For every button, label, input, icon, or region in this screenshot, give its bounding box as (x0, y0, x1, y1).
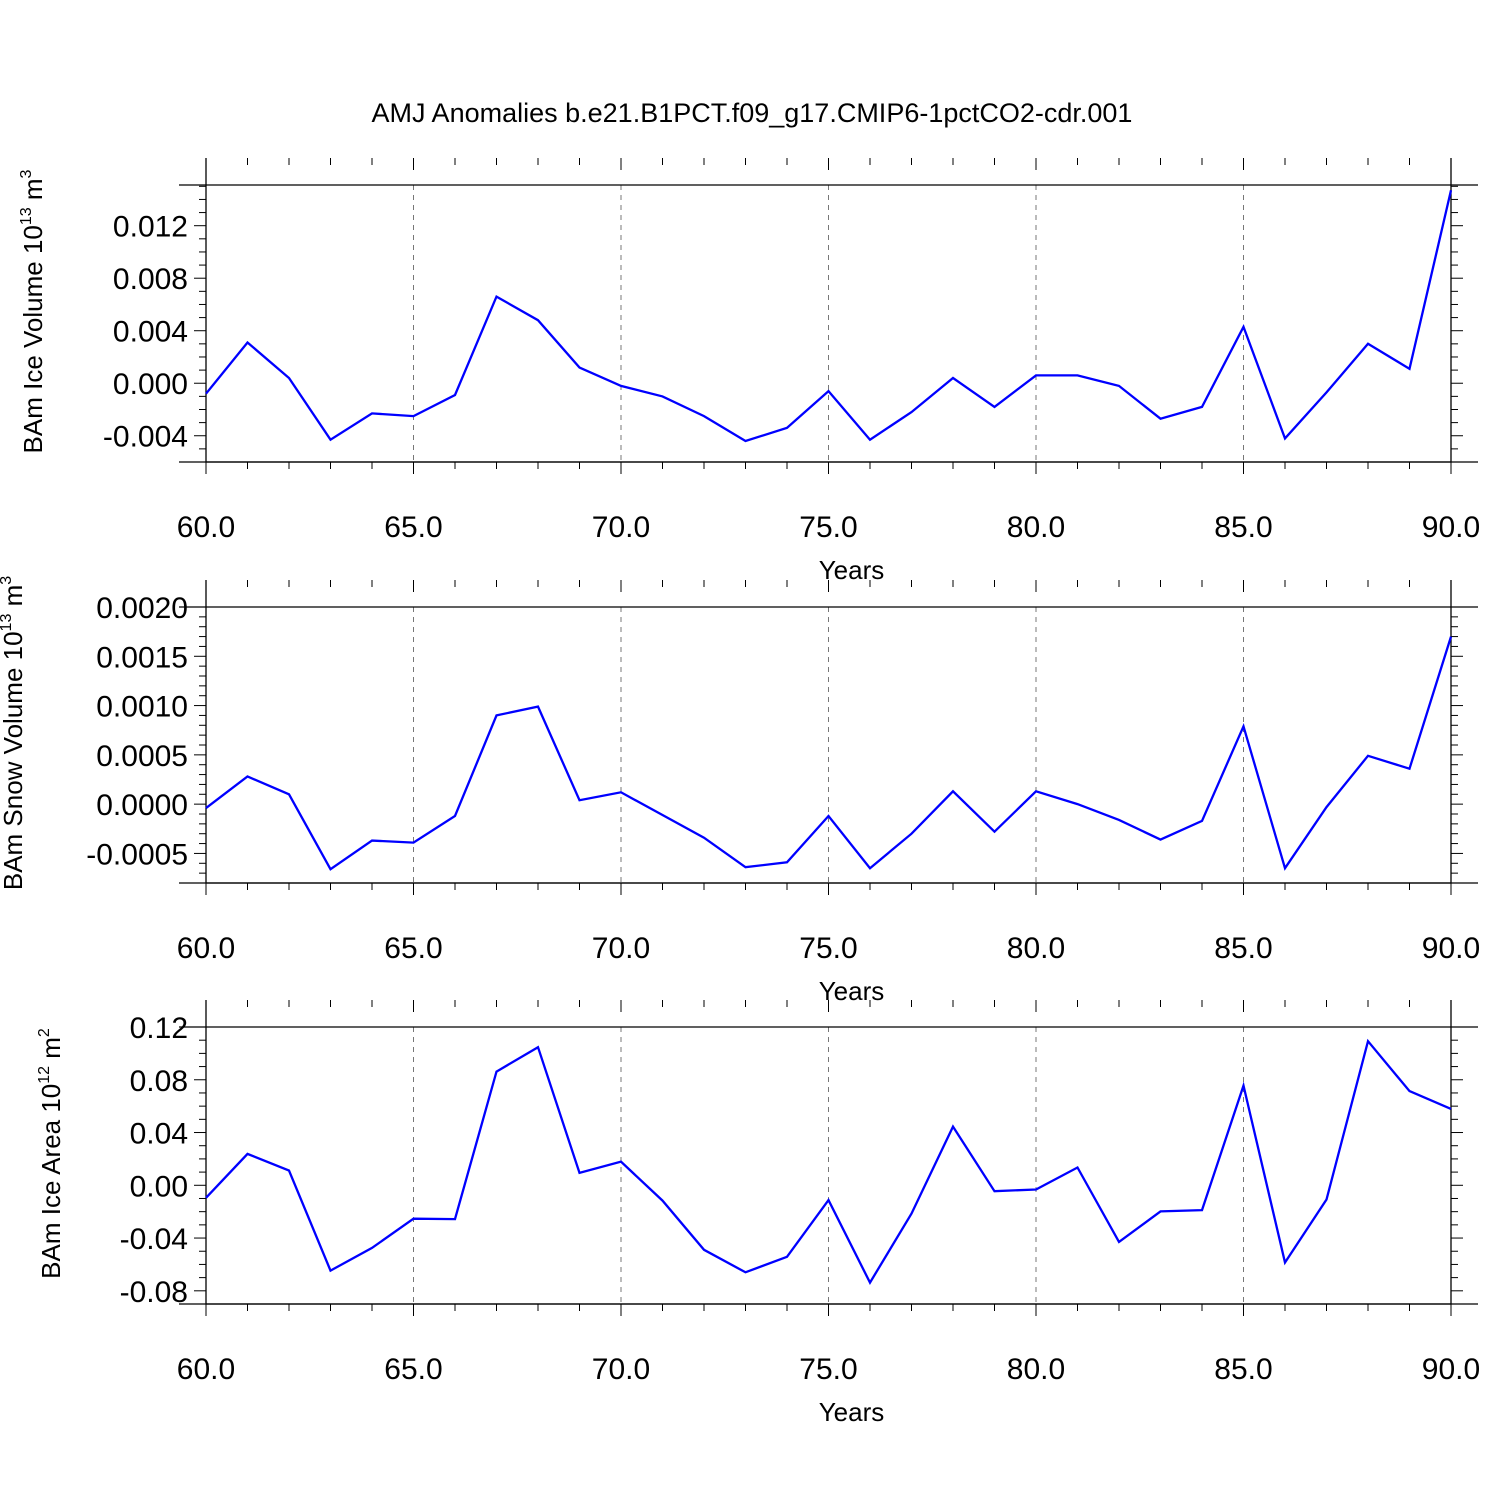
y-tick-label: 0.008 (113, 263, 188, 296)
x-tick-label: 65.0 (384, 1353, 442, 1386)
x-axis-title: Years (819, 976, 885, 1006)
chart-title: AMJ Anomalies b.e21.B1PCT.f09_g17.CMIP6-… (372, 98, 1133, 128)
x-tick-label: 60.0 (177, 932, 235, 965)
data-line (205, 1038, 1452, 1285)
x-tick-label: 80.0 (1007, 1353, 1065, 1386)
x-tick-label: 75.0 (799, 511, 857, 544)
x-tick-label: 80.0 (1007, 932, 1065, 965)
x-tick-label: 90.0 (1422, 932, 1480, 965)
data-line (205, 636, 1453, 871)
x-tick-label: 60.0 (177, 511, 235, 544)
x-tick-label: 85.0 (1214, 1353, 1272, 1386)
y-tick-label: 0.04 (130, 1118, 188, 1151)
y-tick-label: 0.0010 (96, 691, 188, 724)
x-tick-label: 65.0 (384, 932, 442, 965)
y-tick-label: 0.00 (130, 1170, 188, 1203)
x-axis-title: Years (819, 1397, 885, 1427)
x-tick-label: 70.0 (592, 932, 650, 965)
x-tick-label: 65.0 (384, 511, 442, 544)
x-tick-label: 75.0 (799, 932, 857, 965)
y-tick-label: -0.004 (103, 421, 188, 454)
y-tick-label: -0.0005 (86, 838, 188, 871)
x-tick-label: 60.0 (177, 1353, 235, 1386)
y-tick-label: 0.0000 (96, 789, 188, 822)
y-axis-title: BAm Snow Volume 1013 m3 (0, 576, 28, 890)
panel-1: 60.0 65.0 70.0 75.0 80.0 85.0 90.0 -0.004 0.000 0… (18, 158, 1480, 585)
y-axis-title: BAm Ice Area 1012 m2 (36, 1028, 66, 1279)
x-tick-label: 75.0 (799, 1353, 857, 1386)
y-tick-label: 0.0020 (96, 592, 188, 625)
y-tick-label: 0.004 (113, 316, 188, 349)
y-tick-label: 0.12 (130, 1012, 188, 1045)
y-tick-label: 0.012 (113, 211, 188, 244)
x-tick-label: 90.0 (1422, 511, 1480, 544)
y-tick-label: 0.000 (113, 368, 188, 401)
chart-panels: 60.0 65.0 70.0 75.0 80.0 85.0 90.0-0.0040.0000… (0, 158, 1480, 1427)
y-tick-label: 0.0015 (96, 641, 188, 674)
x-tick-label: 70.0 (592, 511, 650, 544)
y-tick-label: -0.04 (120, 1223, 188, 1256)
x-tick-label: 90.0 (1422, 1353, 1480, 1386)
y-tick-label: -0.08 (120, 1276, 188, 1309)
x-tick-label: 70.0 (592, 1353, 650, 1386)
x-tick-label: 85.0 (1214, 511, 1272, 544)
x-tick-label: 85.0 (1214, 932, 1272, 965)
panel-3: 60.0 65.0 70.0 75.0 80.0 85.0 90.0 -0.08 -0.04 0.… (36, 1000, 1480, 1427)
x-tick-label: 80.0 (1007, 511, 1065, 544)
y-tick-label: 0.08 (130, 1065, 188, 1098)
x-axis-title: Years (819, 555, 885, 585)
y-axis-title: BAm Ice Volume 1013 m3 (18, 169, 48, 453)
y-tick-label: 0.0005 (96, 740, 188, 773)
panel-2: 60.0 65.0 70.0 75.0 80.0 85.0 90.0 -0.0005 0.000… (0, 576, 1480, 1006)
